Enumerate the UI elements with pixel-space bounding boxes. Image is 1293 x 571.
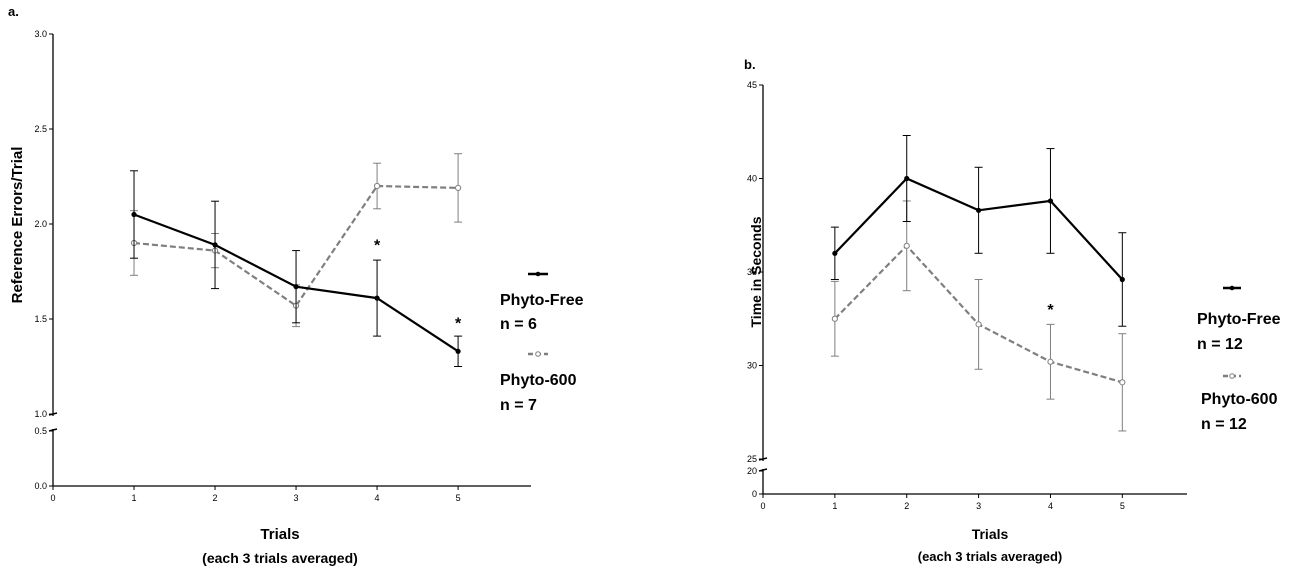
y-tick-label-a: 2.5 bbox=[34, 124, 47, 134]
x-tick-label-b: 3 bbox=[976, 501, 981, 511]
legend-a: Phyto-Free n = 6 Phyto-600 n = 7 bbox=[500, 271, 584, 414]
y-tick-label-a: 3.0 bbox=[34, 29, 47, 39]
data-point bbox=[975, 207, 982, 213]
x-axis-subtitle-b: (each 3 trials averaged) bbox=[918, 549, 1063, 564]
legend-marker-phyto-free-a bbox=[535, 271, 541, 277]
significance-marker: * bbox=[374, 238, 381, 255]
y-tick-label-a: 0.0 bbox=[34, 481, 47, 491]
legend-marker-phyto-600-b bbox=[1229, 373, 1235, 379]
chart-panel-a: a. 1.01.52.02.53.00.00.50 1 2 3 4 5 ** Refere… bbox=[8, 4, 584, 566]
legend-n-phyto-600-a: n = 7 bbox=[500, 397, 537, 414]
data-point bbox=[831, 315, 838, 322]
panel-label-b: b. bbox=[744, 57, 756, 72]
data-point bbox=[832, 250, 838, 256]
y-tick-label-a: 0.5 bbox=[34, 426, 47, 436]
data-point bbox=[212, 242, 218, 248]
y-tick-label-b: 25 bbox=[747, 454, 757, 464]
data-point bbox=[904, 175, 910, 182]
x-tick-label-a: 4 bbox=[375, 493, 380, 503]
panel-label-a: a. bbox=[8, 4, 19, 19]
series-phyto-free-a bbox=[130, 170, 463, 367]
x-axis-title-a: Trials bbox=[260, 526, 299, 543]
significance-marker: * bbox=[1047, 302, 1054, 319]
x-tick-label-a: 3 bbox=[294, 493, 299, 503]
data-point bbox=[1119, 379, 1126, 386]
legend-label-phyto-free-a: Phyto-Free bbox=[500, 292, 584, 309]
x-tick-label-a: 0 bbox=[50, 493, 55, 503]
y-tick-label-b: 20 bbox=[747, 466, 757, 476]
data-point bbox=[1119, 276, 1125, 283]
x-tick-label-a: 1 bbox=[132, 493, 137, 503]
data-point bbox=[903, 242, 910, 249]
legend-n-phyto-600-b: n = 12 bbox=[1201, 416, 1247, 433]
significance-marker: * bbox=[455, 316, 462, 333]
legend-label-phyto-600-b: Phyto-600 bbox=[1201, 391, 1278, 408]
legend-label-phyto-free-b: Phyto-Free bbox=[1197, 311, 1281, 328]
data-point bbox=[293, 284, 299, 290]
series-line-phyto-600 bbox=[133, 184, 459, 308]
y-tick-label-b: 40 bbox=[747, 174, 757, 184]
data-point bbox=[374, 295, 380, 301]
data-point bbox=[1047, 198, 1054, 204]
y-tick-label-a: 1.5 bbox=[34, 314, 47, 324]
x-axis-subtitle-a: (each 3 trials averaged) bbox=[202, 550, 358, 566]
legend-swatch-phyto-free-b bbox=[1223, 285, 1241, 291]
legend-swatch-phyto-free-a bbox=[528, 271, 548, 277]
axes-a: 1.0 1.5 2.0 2.5 3.0 0.0 0.5 0 1 2 3 4 5 bbox=[34, 29, 531, 503]
legend-marker-phyto-free-b bbox=[1229, 285, 1235, 291]
x-tick-label-b: 5 bbox=[1120, 501, 1125, 511]
legend-swatch-phyto-600-a bbox=[528, 351, 548, 357]
legend-swatch-phyto-600-b bbox=[1223, 373, 1241, 379]
y-axis-title-a: Reference Errors/Trial bbox=[9, 147, 26, 304]
legend-label-phyto-600-a: Phyto-600 bbox=[500, 372, 577, 389]
legend-n-phyto-free-b: n = 12 bbox=[1197, 336, 1243, 353]
legend-b: Phyto-Free n = 12 Phyto-600 n = 12 bbox=[1197, 285, 1281, 433]
y-tick-label-a: 1.0 bbox=[34, 409, 47, 419]
x-axis-title-b: Trials bbox=[972, 526, 1009, 542]
legend-marker-phyto-600-a bbox=[535, 351, 541, 357]
data-marks-a: ** bbox=[130, 153, 463, 367]
x-tick-label-b: 0 bbox=[760, 501, 765, 511]
y-tick-label-a: 2.0 bbox=[34, 219, 47, 229]
data-point bbox=[131, 211, 137, 218]
x-tick-label-a: 2 bbox=[213, 493, 218, 503]
y-tick-label-b: 35 bbox=[747, 267, 757, 277]
y-tick-label-b: 0 bbox=[752, 489, 757, 499]
x-tick-label-b: 2 bbox=[904, 501, 909, 511]
series-phyto-free-b bbox=[830, 134, 1127, 327]
y-axis-title-b: Time in Seconds bbox=[748, 216, 764, 327]
x-tick-label-a: 5 bbox=[456, 493, 461, 503]
y-tick-label-b: 45 bbox=[747, 80, 757, 90]
data-point bbox=[454, 184, 462, 191]
data-point bbox=[1047, 358, 1054, 365]
legend-n-phyto-free-a: n = 6 bbox=[500, 316, 537, 333]
series-phyto-600-b bbox=[830, 200, 1127, 432]
data-marks-b: * bbox=[830, 134, 1127, 432]
data-point bbox=[455, 348, 461, 354]
x-tick-label-b: 4 bbox=[1048, 501, 1053, 511]
data-point bbox=[373, 182, 381, 190]
data-point bbox=[975, 321, 982, 328]
x-tick-label-b: 1 bbox=[832, 501, 837, 511]
y-tick-label-b: 30 bbox=[747, 361, 757, 371]
